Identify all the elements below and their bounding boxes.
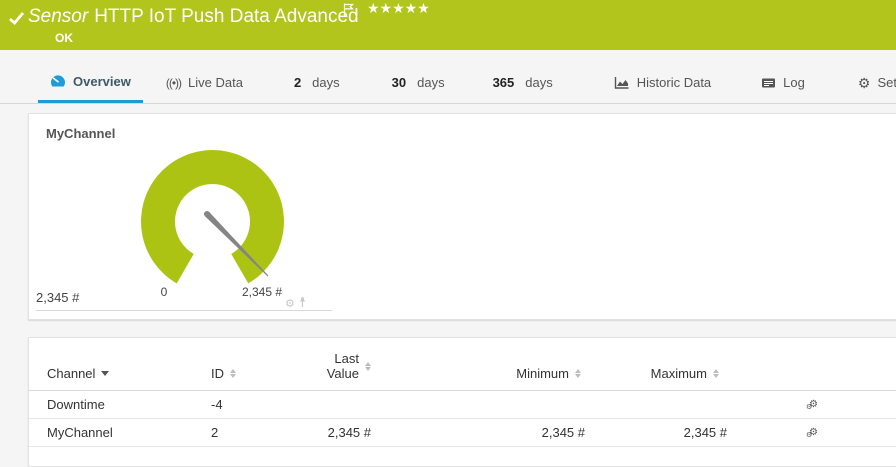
gauge-needle (204, 211, 269, 277)
tab-log[interactable]: Log (749, 62, 817, 103)
gauge-actions: ⚙ (285, 295, 307, 313)
svg-text:⚙: ⚙ (806, 431, 812, 437)
cell-channel[interactable]: Downtime (47, 397, 105, 412)
column-header-minimum-label: Minimum (516, 366, 569, 381)
tab-overview-label: Overview (73, 73, 131, 89)
gauge-current-value: 2,345 # (36, 290, 80, 305)
svg-text:⚙: ⚙ (806, 403, 812, 409)
channel-gauge[interactable] (29, 114, 896, 319)
tab-365-days-number: 365 (492, 75, 515, 90)
tab-settings[interactable]: ⚙ Settings (846, 62, 896, 103)
gear-icon: ⚙ (857, 74, 871, 91)
table-row-downtime: Downtime -4 ⚙ ⚙ (29, 391, 896, 419)
column-header-id[interactable]: ID (211, 366, 299, 381)
tab-log-label: Log (783, 75, 805, 90)
sort-icon (365, 361, 371, 371)
sensor-type-label: Sensor (28, 6, 89, 27)
tab-live-data-label: Live Data (188, 75, 243, 90)
sensor-status-banner: Sensor HTTP IoT Push Data Advanced ★★★★★ … (0, 0, 896, 50)
sort-icon (230, 369, 236, 378)
column-header-channel[interactable]: Channel (47, 366, 211, 381)
cell-last-value: 2,345 # (327, 425, 371, 440)
tab-30-days-label: days (417, 75, 445, 90)
gauge-channel-title: MyChannel (46, 126, 116, 141)
area-chart-icon (613, 76, 630, 90)
tab-historic-data[interactable]: Historic Data (601, 62, 723, 103)
table-row-mychannel: MyChannel 2 2,345 # 2,345 # 2,345 # ⚙ ⚙ (29, 419, 896, 447)
gauge-panel: MyChannel 0 2,345 # 2,345 # ⚙ (28, 113, 896, 320)
tab-365-days[interactable]: 365 days (481, 62, 565, 103)
column-header-last-value-label: Last Value (326, 351, 359, 381)
gauge-settings-icon[interactable]: ⚙ (285, 297, 295, 310)
channel-table-panel: Channel ID Last Value Minimum Maximum (28, 337, 896, 467)
tab-365-days-label: days (525, 75, 553, 90)
tab-2-days-number: 2 (293, 75, 302, 90)
tab-2-days-label: days (312, 75, 340, 90)
channel-settings-gears-icon[interactable]: ⚙ ⚙ (806, 425, 820, 437)
channel-table: Channel ID Last Value Minimum Maximum (29, 338, 896, 447)
status-badge: OK (55, 31, 73, 45)
tab-30-days-number: 30 (391, 75, 407, 90)
cell-id: 2 (211, 425, 219, 440)
tab-overview[interactable]: Overview (38, 62, 143, 103)
tab-30-days[interactable]: 30 days (380, 62, 457, 103)
gauge-max-label: 2,345 # (241, 285, 283, 299)
sort-desc-icon (101, 371, 110, 376)
sort-icon (575, 369, 581, 378)
cell-maximum: 2,345 # (683, 425, 727, 440)
table-header-row: Channel ID Last Value Minimum Maximum (29, 338, 896, 391)
gauge-cell-divider (36, 310, 332, 311)
gauge-arc (140, 149, 284, 284)
gauge-icon (50, 74, 66, 89)
log-icon (761, 77, 776, 89)
column-header-channel-label: Channel (47, 366, 96, 381)
tab-2-days[interactable]: 2 days (282, 62, 352, 103)
sensor-title: Sensor HTTP IoT Push Data Advanced (28, 6, 359, 28)
flag-icon[interactable] (343, 3, 354, 21)
tab-historic-data-label: Historic Data (636, 75, 712, 90)
channel-settings-gears-icon[interactable]: ⚙ ⚙ (806, 397, 820, 409)
priority-stars[interactable]: ★★★★★ (367, 0, 430, 16)
cell-channel[interactable]: MyChannel (47, 425, 113, 440)
column-header-id-label: ID (211, 366, 224, 381)
column-header-maximum[interactable]: Maximum (581, 366, 719, 381)
ok-check-icon (8, 10, 25, 31)
pin-icon[interactable] (298, 295, 307, 313)
gauge-min-label: 0 (160, 285, 168, 299)
column-header-minimum[interactable]: Minimum (371, 366, 581, 381)
tab-bar: Overview ((•)) Live Data 2 days 30 days … (0, 62, 896, 104)
cell-minimum: 2,345 # (541, 425, 585, 440)
broadcast-icon: ((•)) (165, 75, 182, 90)
column-header-last-value[interactable]: Last Value (299, 351, 371, 381)
tab-settings-label: Settings (877, 75, 896, 90)
sensor-name: HTTP IoT Push Data Advanced (94, 6, 359, 27)
column-header-maximum-label: Maximum (650, 366, 707, 381)
tab-live-data[interactable]: ((•)) Live Data (154, 62, 255, 103)
svg-text:⚙: ⚙ (809, 399, 818, 409)
cell-id: -4 (211, 397, 223, 412)
sort-icon (713, 369, 719, 378)
svg-text:⚙: ⚙ (809, 427, 818, 437)
